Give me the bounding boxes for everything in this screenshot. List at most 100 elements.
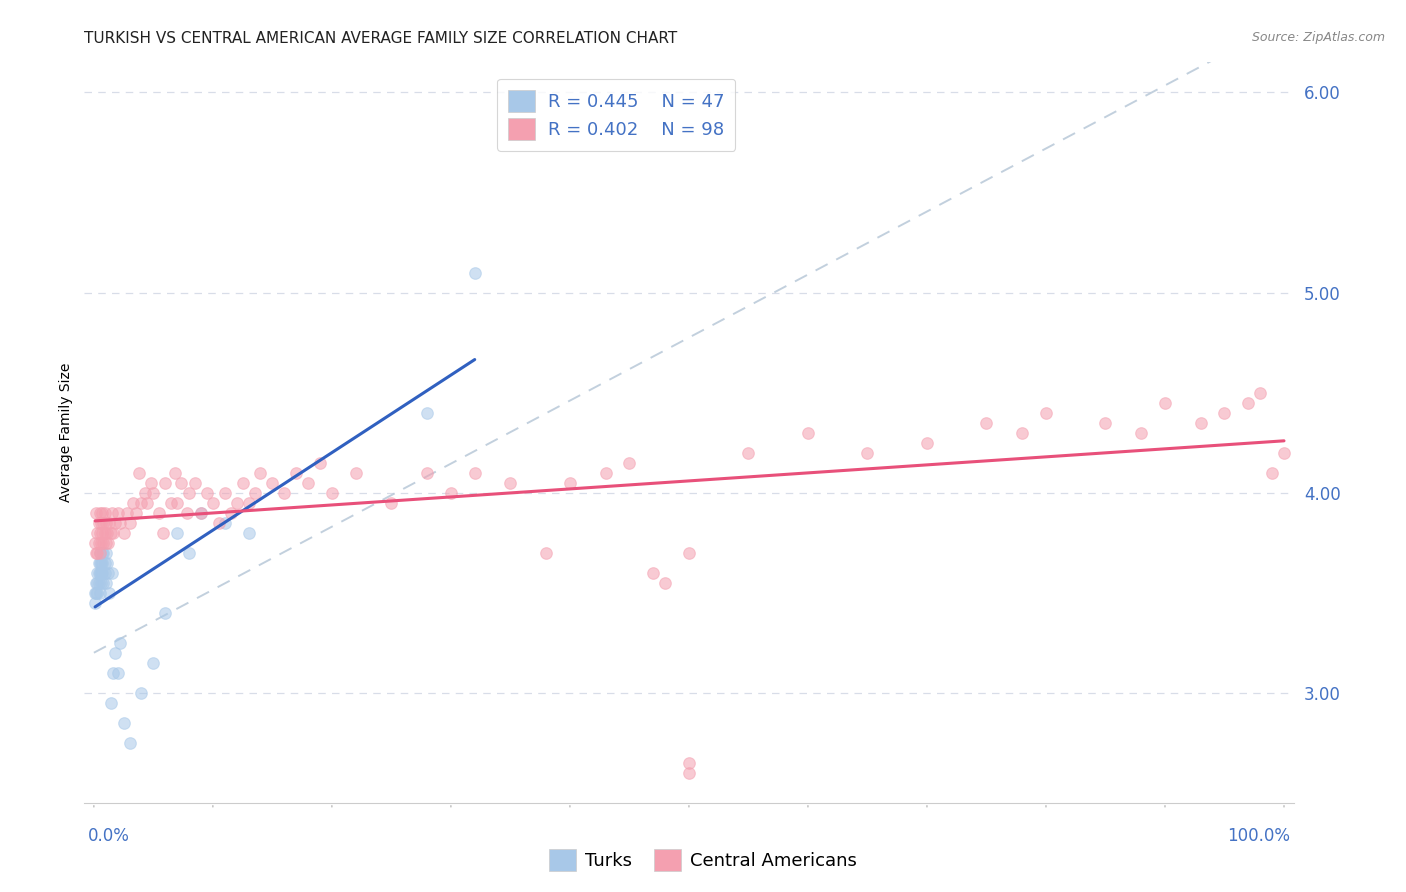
Point bbox=[131, 686, 153, 700]
Point bbox=[155, 606, 177, 620]
Point bbox=[797, 425, 820, 440]
Point bbox=[1011, 425, 1033, 440]
Y-axis label: Average Family Size: Average Family Size bbox=[59, 363, 73, 502]
Point bbox=[97, 535, 120, 549]
Point bbox=[654, 575, 676, 590]
Point bbox=[1094, 416, 1116, 430]
Point bbox=[737, 445, 759, 459]
Legend: R = 0.445    N = 47, R = 0.402    N = 98: R = 0.445 N = 47, R = 0.402 N = 98 bbox=[498, 78, 735, 151]
Point bbox=[100, 696, 122, 710]
Point bbox=[91, 566, 114, 580]
Point bbox=[976, 416, 998, 430]
Point bbox=[142, 485, 165, 500]
Point bbox=[100, 525, 122, 540]
Point bbox=[89, 546, 111, 560]
Point bbox=[94, 535, 117, 549]
Point bbox=[380, 496, 402, 510]
Point bbox=[84, 506, 107, 520]
Point bbox=[91, 525, 114, 540]
Point bbox=[91, 546, 114, 560]
Point bbox=[344, 466, 367, 480]
Point bbox=[243, 485, 266, 500]
Point bbox=[93, 546, 115, 560]
Point bbox=[104, 646, 127, 660]
Point bbox=[152, 525, 174, 540]
Point bbox=[87, 556, 110, 570]
Point bbox=[84, 546, 107, 560]
Point bbox=[97, 566, 120, 580]
Point bbox=[142, 656, 165, 670]
Point bbox=[155, 475, 177, 490]
Point bbox=[96, 525, 118, 540]
Point bbox=[678, 546, 700, 560]
Point bbox=[98, 585, 121, 599]
Point bbox=[91, 556, 114, 570]
Point bbox=[1213, 406, 1236, 420]
Point bbox=[118, 516, 141, 530]
Point bbox=[136, 496, 159, 510]
Point bbox=[166, 496, 188, 510]
Point bbox=[166, 525, 188, 540]
Point bbox=[225, 496, 247, 510]
Point bbox=[1237, 395, 1260, 409]
Point bbox=[87, 575, 110, 590]
Point bbox=[595, 466, 617, 480]
Point bbox=[91, 506, 114, 520]
Point bbox=[321, 485, 343, 500]
Point bbox=[93, 556, 115, 570]
Point bbox=[214, 516, 236, 530]
Point bbox=[104, 516, 127, 530]
Point bbox=[89, 585, 111, 599]
Point bbox=[678, 765, 700, 780]
Point bbox=[90, 516, 112, 530]
Point bbox=[1261, 466, 1284, 480]
Point bbox=[84, 575, 107, 590]
Point bbox=[118, 736, 141, 750]
Point bbox=[249, 466, 271, 480]
Point bbox=[184, 475, 207, 490]
Point bbox=[89, 566, 111, 580]
Point bbox=[93, 525, 115, 540]
Point bbox=[112, 525, 135, 540]
Point bbox=[86, 566, 108, 580]
Point bbox=[86, 546, 108, 560]
Point bbox=[90, 575, 112, 590]
Point bbox=[131, 496, 153, 510]
Point bbox=[90, 535, 112, 549]
Point bbox=[163, 466, 186, 480]
Point bbox=[262, 475, 284, 490]
Point bbox=[108, 516, 131, 530]
Legend: Turks, Central Americans: Turks, Central Americans bbox=[541, 842, 865, 879]
Point bbox=[93, 566, 115, 580]
Point bbox=[87, 516, 110, 530]
Point bbox=[160, 496, 183, 510]
Point bbox=[98, 516, 121, 530]
Point bbox=[1154, 395, 1177, 409]
Point bbox=[89, 525, 111, 540]
Point bbox=[309, 456, 332, 470]
Point bbox=[84, 596, 107, 610]
Text: Source: ZipAtlas.com: Source: ZipAtlas.com bbox=[1251, 31, 1385, 45]
Point bbox=[84, 535, 107, 549]
Point bbox=[440, 485, 463, 500]
Point bbox=[297, 475, 319, 490]
Point bbox=[93, 575, 115, 590]
Point bbox=[115, 506, 138, 520]
Point bbox=[416, 466, 439, 480]
Point bbox=[416, 406, 439, 420]
Point bbox=[1189, 416, 1212, 430]
Point bbox=[232, 475, 254, 490]
Point bbox=[208, 516, 231, 530]
Point bbox=[94, 516, 117, 530]
Point bbox=[214, 485, 236, 500]
Point bbox=[464, 466, 486, 480]
Point bbox=[219, 506, 242, 520]
Point bbox=[195, 485, 218, 500]
Point bbox=[94, 546, 117, 560]
Point bbox=[558, 475, 581, 490]
Point bbox=[273, 485, 295, 500]
Point bbox=[1035, 406, 1057, 420]
Point bbox=[201, 496, 224, 510]
Point bbox=[90, 566, 112, 580]
Point bbox=[94, 575, 117, 590]
